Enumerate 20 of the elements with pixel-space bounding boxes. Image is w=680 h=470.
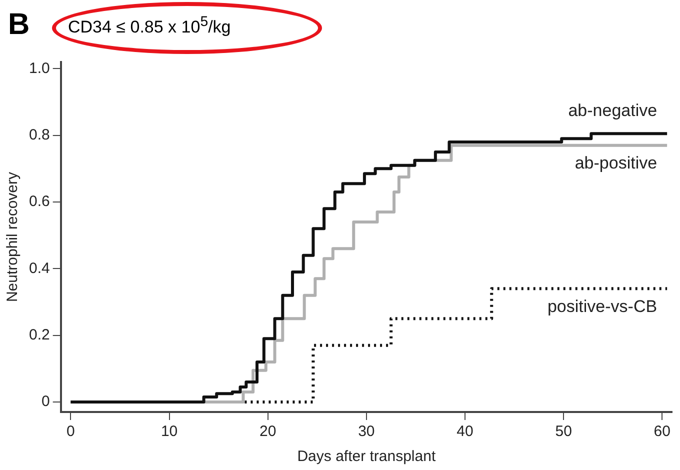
y-tick-label: 0	[42, 393, 50, 410]
x-axis-title: Days after transplant	[297, 448, 436, 466]
x-tick-label: 30	[358, 423, 375, 440]
y-tick-label: 0.2	[28, 326, 50, 344]
series-label: ab-positive	[574, 154, 658, 173]
y-tick-label: 1.0	[28, 60, 50, 77]
chart-title: B	[8, 8, 30, 42]
x-tick-label: 40	[456, 423, 474, 440]
y-tick-label: 0.6	[28, 193, 50, 210]
x-tick-label: 60	[654, 423, 670, 440]
x-tick-label: 20	[260, 423, 276, 440]
y-tick-label: 0.8	[28, 126, 50, 144]
y-axis-title: Neutrophil recovery	[4, 171, 22, 302]
x-tick-label: 0	[66, 423, 75, 440]
series-label: positive-vs-CB	[547, 296, 658, 316]
series-label: ab-negative	[568, 100, 658, 120]
y-tick-label: 0.4	[28, 260, 50, 277]
x-tick-label: 10	[160, 423, 178, 440]
chart-subtitle: CD34 ≤ 0.85 x 10$^{5}$/kg	[68, 14, 231, 38]
x-tick-label: 50	[555, 423, 572, 440]
